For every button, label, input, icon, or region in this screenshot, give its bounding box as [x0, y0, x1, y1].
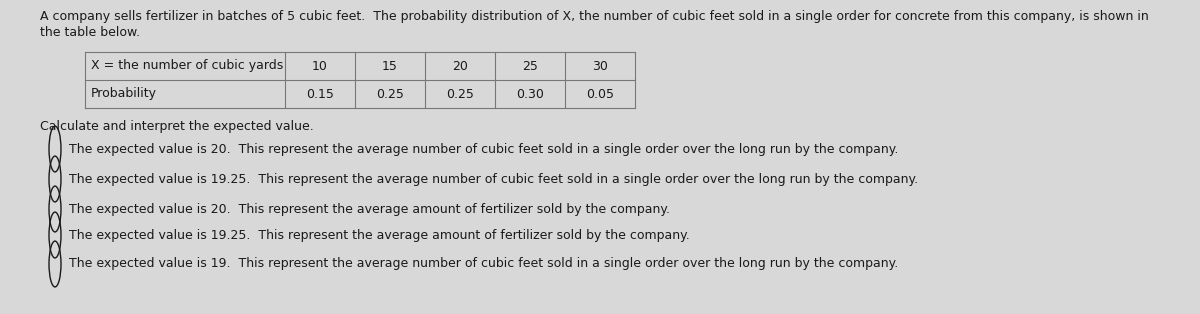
Text: The expected value is 19.25.  This represent the average amount of fertilizer so: The expected value is 19.25. This repres… [70, 229, 690, 241]
Text: The expected value is 20.  This represent the average number of cubic feet sold : The expected value is 20. This represent… [70, 143, 899, 155]
Text: 0.30: 0.30 [516, 88, 544, 100]
Text: 0.25: 0.25 [376, 88, 404, 100]
Text: 0.25: 0.25 [446, 88, 474, 100]
Text: 15: 15 [382, 59, 398, 73]
Text: A company sells fertilizer in batches of 5 cubic feet.  The probability distribu: A company sells fertilizer in batches of… [40, 10, 1148, 23]
Text: The expected value is 19.25.  This represent the average number of cubic feet so: The expected value is 19.25. This repres… [70, 172, 918, 186]
Text: 30: 30 [592, 59, 608, 73]
Text: the table below.: the table below. [40, 26, 140, 39]
Text: Calculate and interpret the expected value.: Calculate and interpret the expected val… [40, 120, 313, 133]
Text: Probability: Probability [91, 88, 157, 100]
Text: 0.05: 0.05 [586, 88, 614, 100]
Text: 25: 25 [522, 59, 538, 73]
Text: X = the number of cubic yards: X = the number of cubic yards [91, 59, 283, 73]
Text: The expected value is 19.  This represent the average number of cubic feet sold : The expected value is 19. This represent… [70, 257, 899, 270]
Text: The expected value is 20.  This represent the average amount of fertilizer sold : The expected value is 20. This represent… [70, 203, 670, 215]
Text: 20: 20 [452, 59, 468, 73]
Text: 0.15: 0.15 [306, 88, 334, 100]
Text: 10: 10 [312, 59, 328, 73]
